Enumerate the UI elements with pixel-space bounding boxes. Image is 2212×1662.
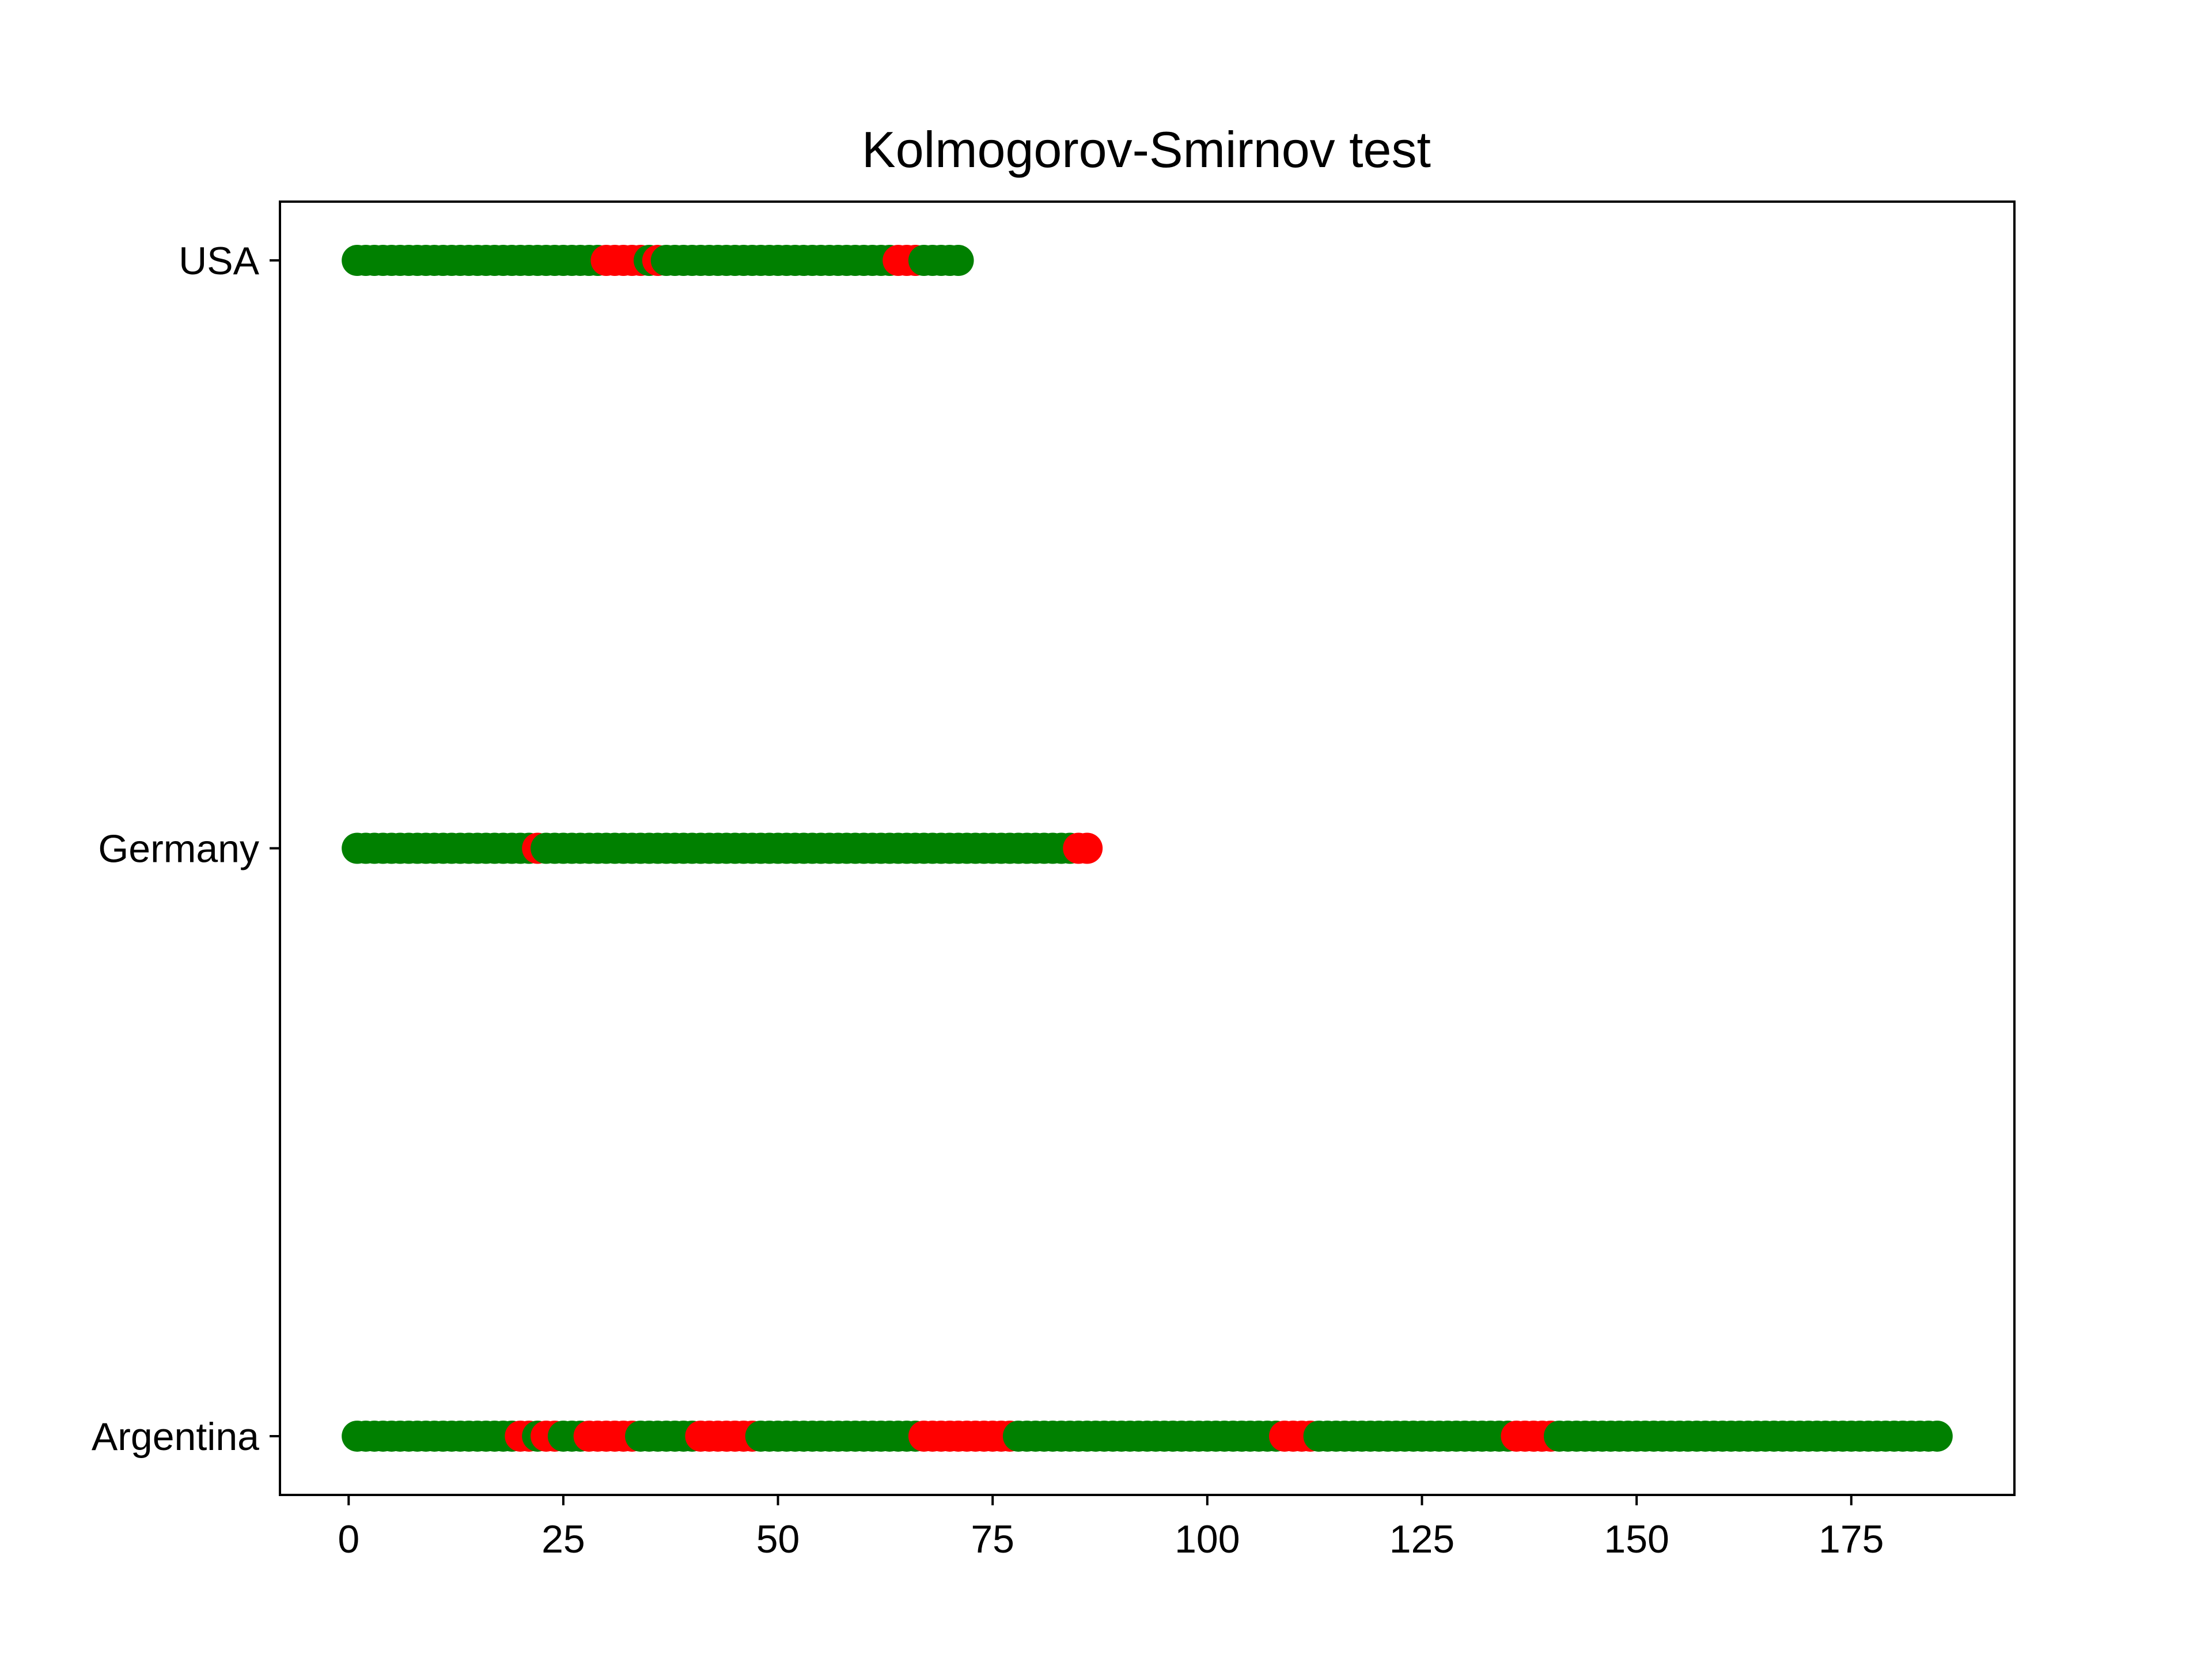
- data-point-pass: [942, 245, 974, 277]
- chart-title: Kolmogorov-Smirnov test: [862, 121, 1431, 178]
- data-point-fail: [1071, 832, 1103, 864]
- plot-area: [342, 245, 1953, 1452]
- x-tick-label: 100: [1175, 1517, 1240, 1561]
- data-point-pass: [1921, 1420, 1953, 1452]
- x-tick-label: 25: [541, 1517, 585, 1561]
- x-tick-label: 50: [756, 1517, 800, 1561]
- y-tick-label: Germany: [98, 827, 259, 871]
- x-tick-label: 75: [971, 1517, 1014, 1561]
- series-usa: [342, 245, 974, 277]
- x-tick-label: 0: [338, 1517, 359, 1561]
- x-tick-label: 175: [1819, 1517, 1884, 1561]
- axes-frame: [279, 200, 2016, 1496]
- y-tick-label: Argentina: [92, 1415, 259, 1459]
- y-tick-label: USA: [179, 239, 259, 283]
- y-axis: Argentina Germany USA: [92, 239, 280, 1459]
- x-tick-label: 125: [1389, 1517, 1455, 1561]
- x-axis: 0 25 50 75 100 125 150 175: [338, 1495, 1884, 1561]
- series-germany: [342, 832, 1103, 864]
- series-argentina: [342, 1420, 1953, 1452]
- x-tick-label: 150: [1604, 1517, 1669, 1561]
